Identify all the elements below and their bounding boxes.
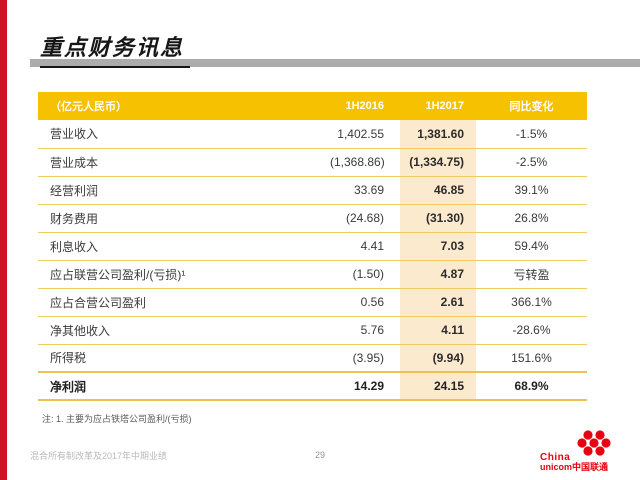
value-1h2016: 33.69 — [330, 176, 400, 205]
left-accent-bar — [0, 0, 7, 480]
value-1h2017: (9.94) — [400, 344, 476, 373]
row-label: 应占合营公司盈利 — [38, 288, 330, 317]
footnote: 注: 1. 主要为应占铁塔公司盈利/(亏损) — [42, 414, 192, 424]
value-1h2016: 4.41 — [330, 232, 400, 261]
logo-line-unicom: unicom中国联通 — [540, 462, 609, 472]
page-title: 重点财务讯息 — [40, 30, 191, 68]
value-change: 68.9% — [476, 371, 587, 401]
value-change: 39.1% — [476, 176, 587, 205]
table-row: 营业成本 (1,368.86) (1,334.75) -2.5% — [38, 148, 587, 177]
value-1h2016: 5.76 — [330, 316, 400, 345]
header-change: 同比变化 — [476, 92, 587, 120]
value-1h2017: 4.87 — [400, 260, 476, 289]
table-header-row: （亿元人民币） 1H2016 1H2017 同比变化 — [38, 92, 587, 120]
row-label: 营业成本 — [38, 148, 330, 177]
row-label: 营业收入 — [38, 120, 330, 149]
table-header: （亿元人民币） 1H2016 1H2017 同比变化 — [38, 92, 587, 120]
row-label: 所得税 — [38, 344, 330, 373]
value-change: 亏转盈 — [476, 260, 587, 289]
header-unit: （亿元人民币） — [38, 92, 330, 120]
value-change: 26.8% — [476, 204, 587, 233]
value-change: 59.4% — [476, 232, 587, 261]
value-change: -28.6% — [476, 316, 587, 345]
row-label: 利息收入 — [38, 232, 330, 261]
value-1h2016: (1,368.86) — [330, 148, 400, 177]
header-1h2016: 1H2016 — [330, 92, 400, 120]
table-body: 营业收入 1,402.55 1,381.60 -1.5% 营业成本 (1,368.86)(… — [38, 120, 587, 401]
table-row: 净利润 14.29 24.15 68.9% — [38, 371, 587, 401]
title-block: 重点财务讯息 — [40, 30, 191, 68]
page-number: 29 — [314, 450, 325, 460]
value-1h2017: 2.61 — [400, 288, 476, 317]
value-1h2016: (24.68) — [330, 204, 400, 233]
value-change: 151.6% — [476, 344, 587, 373]
footer-presentation-title: 混合所有制改革及2017年中期业绩 — [30, 451, 168, 461]
table-row: 经营利润 33.69 46.85 39.1% — [38, 176, 587, 205]
value-change: 366.1% — [476, 288, 587, 317]
row-label: 净其他收入 — [38, 316, 330, 345]
china-unicom-logo: China unicom中国联通 — [540, 430, 628, 474]
value-1h2017: 7.03 — [400, 232, 476, 261]
value-1h2016: (1.50) — [330, 260, 400, 289]
value-1h2016: (3.95) — [330, 344, 400, 373]
row-label: 经营利润 — [38, 176, 330, 205]
value-1h2017: 4.11 — [400, 316, 476, 345]
value-change: -2.5% — [476, 148, 587, 177]
value-1h2017: 46.85 — [400, 176, 476, 205]
value-1h2017: (31.30) — [400, 204, 476, 233]
value-1h2016: 0.56 — [330, 288, 400, 317]
financial-table: （亿元人民币） 1H2016 1H2017 同比变化 营业收入 1,402.55 1… — [38, 92, 587, 401]
table-row: 净其他收入 5.76 4.11 -28.6% — [38, 316, 587, 345]
value-change: -1.5% — [476, 120, 587, 149]
value-1h2017: 24.15 — [400, 371, 476, 401]
value-1h2016: 1,402.55 — [330, 120, 400, 149]
value-1h2017: (1,334.75) — [400, 148, 476, 177]
row-label: 净利润 — [38, 371, 330, 401]
table-row: 利息收入 4.41 7.03 59.4% — [38, 232, 587, 261]
chinese-knot-icon — [577, 430, 611, 456]
table-row: 财务费用 (24.68) (31.30) 26.8% — [38, 204, 587, 233]
header-1h2017: 1H2017 — [400, 92, 476, 120]
row-label: 应占联营公司盈利/(亏损)¹ — [38, 260, 330, 289]
title-divider-bar — [30, 59, 640, 67]
logo-text: China unicom中国联通 — [540, 453, 608, 472]
logo-line-china: China — [540, 452, 571, 463]
value-1h2016: 14.29 — [330, 371, 400, 401]
table-row: 应占合营公司盈利 0.56 2.61 366.1% — [38, 288, 587, 317]
table-row: 应占联营公司盈利/(亏损)¹ (1.50) 4.87 亏转盈 — [38, 260, 587, 289]
value-1h2017: 1,381.60 — [400, 120, 476, 149]
row-label: 财务费用 — [38, 204, 330, 233]
table-row: 营业收入 1,402.55 1,381.60 -1.5% — [38, 120, 587, 149]
table-row: 所得税 (3.95) (9.94) 151.6% — [38, 344, 587, 373]
